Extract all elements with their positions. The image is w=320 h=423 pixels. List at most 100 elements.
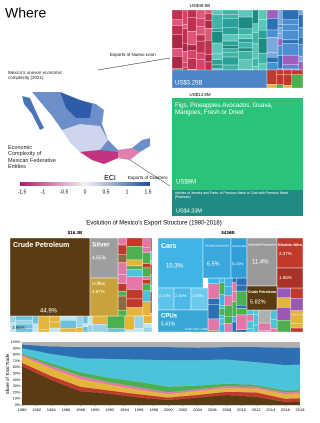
tile bbox=[59, 328, 77, 333]
tile bbox=[276, 297, 292, 308]
tile bbox=[142, 247, 151, 253]
y-tick-label: 30% bbox=[13, 384, 21, 388]
tile bbox=[258, 309, 271, 324]
treemap-tiles: Crude Petroleum 44.9% Silver 4.65% Coffee 3.6… bbox=[9, 237, 304, 333]
tile-label: CPUs bbox=[161, 314, 178, 320]
tile bbox=[266, 57, 279, 63]
tile bbox=[32, 315, 39, 325]
scale-tick-label: 0.5 bbox=[103, 189, 110, 195]
tile-label: 2.37% bbox=[279, 251, 292, 256]
tile bbox=[238, 28, 253, 36]
tile-label: Silver bbox=[92, 242, 110, 249]
x-tick-label: 2018 bbox=[296, 407, 306, 412]
tile bbox=[258, 30, 268, 39]
tile bbox=[266, 37, 279, 53]
tile bbox=[150, 291, 153, 303]
tile-label: Coffee bbox=[92, 281, 106, 286]
tile bbox=[187, 58, 197, 70]
area-series bbox=[22, 344, 300, 366]
tile bbox=[150, 264, 153, 275]
tile bbox=[15, 315, 34, 321]
tile bbox=[117, 254, 127, 263]
scale-tick-label: 1.5 bbox=[145, 189, 152, 195]
tile-label: 3.67% bbox=[92, 289, 105, 294]
tile bbox=[298, 61, 304, 71]
tile bbox=[171, 19, 184, 26]
scale-tick-label: 0 bbox=[84, 189, 87, 195]
tile bbox=[282, 30, 300, 41]
tile-label: Motor vehicles, parts and accessories bbox=[205, 244, 229, 248]
tile bbox=[222, 64, 239, 71]
tile bbox=[89, 277, 119, 317]
tile bbox=[298, 14, 304, 28]
scale-tick-label: -1 bbox=[41, 189, 46, 195]
tile bbox=[258, 52, 268, 65]
tile bbox=[172, 98, 303, 190]
treemap-total: $16.3B bbox=[68, 230, 83, 235]
tile bbox=[117, 244, 127, 255]
x-tick-label: 2006 bbox=[208, 407, 218, 412]
tile bbox=[283, 74, 292, 86]
tile bbox=[150, 285, 153, 292]
tile bbox=[150, 237, 153, 252]
tile bbox=[107, 315, 126, 329]
tile bbox=[211, 42, 223, 55]
tile bbox=[207, 318, 220, 331]
tile bbox=[266, 52, 279, 58]
tile-label: 5.13% bbox=[232, 261, 244, 266]
tile bbox=[204, 28, 213, 41]
tile bbox=[87, 324, 93, 333]
title: Where bbox=[5, 5, 46, 21]
tile bbox=[282, 39, 300, 44]
tile bbox=[291, 69, 304, 75]
area-series bbox=[22, 342, 300, 348]
tile bbox=[252, 23, 259, 33]
treemap-total: $436B bbox=[221, 230, 235, 235]
treemap-mosaic bbox=[9, 237, 304, 333]
tile bbox=[211, 68, 223, 71]
tile bbox=[231, 316, 237, 323]
tile bbox=[142, 290, 151, 302]
tile bbox=[277, 27, 283, 34]
tile bbox=[196, 26, 206, 36]
tile bbox=[253, 309, 259, 316]
map-legend-title: Economic Complexity of Mexican Federativ… bbox=[8, 145, 56, 170]
tile-value: US$9M bbox=[176, 180, 196, 186]
tile bbox=[92, 323, 108, 333]
tile bbox=[76, 327, 84, 333]
tile bbox=[258, 19, 268, 31]
infographic: Where US$49.5B US$3.25B US$14.8M US$9M U… bbox=[5, 3, 305, 412]
tile bbox=[258, 9, 268, 20]
tile bbox=[222, 40, 239, 46]
tile bbox=[276, 307, 292, 321]
tile-label: 11.4% bbox=[252, 260, 269, 266]
y-tick-label: 20% bbox=[13, 390, 21, 394]
x-tick-label: 2002 bbox=[178, 407, 188, 412]
tile bbox=[238, 47, 253, 52]
tile bbox=[171, 34, 184, 49]
tile bbox=[282, 43, 300, 56]
tile bbox=[117, 283, 127, 292]
tile bbox=[171, 25, 184, 35]
tile bbox=[277, 9, 283, 25]
tile bbox=[222, 45, 239, 49]
scale-tick-label: -0.5 bbox=[60, 189, 69, 195]
tile bbox=[126, 307, 143, 317]
x-tick-label: 1984 bbox=[47, 407, 57, 412]
stacked-area-chart: 0% 10% 20% 30% 40% 50% 60% 70% 80% 90% 100% 1980 198… bbox=[11, 340, 305, 412]
map-title: Mexico's uneven economic complexity (202… bbox=[8, 70, 62, 81]
tile bbox=[222, 52, 239, 58]
tile bbox=[277, 24, 283, 29]
tile-value: US$4.33M bbox=[176, 208, 202, 214]
tile bbox=[142, 252, 151, 264]
tile bbox=[9, 315, 16, 324]
tile bbox=[49, 327, 61, 333]
x-tick-label: 2016 bbox=[281, 407, 291, 412]
tile bbox=[246, 320, 254, 329]
tile bbox=[219, 315, 225, 319]
tile bbox=[211, 14, 223, 29]
tile-label: 44.9% bbox=[40, 309, 58, 315]
tile bbox=[134, 315, 144, 329]
tile bbox=[126, 269, 143, 277]
tile bbox=[266, 62, 279, 71]
